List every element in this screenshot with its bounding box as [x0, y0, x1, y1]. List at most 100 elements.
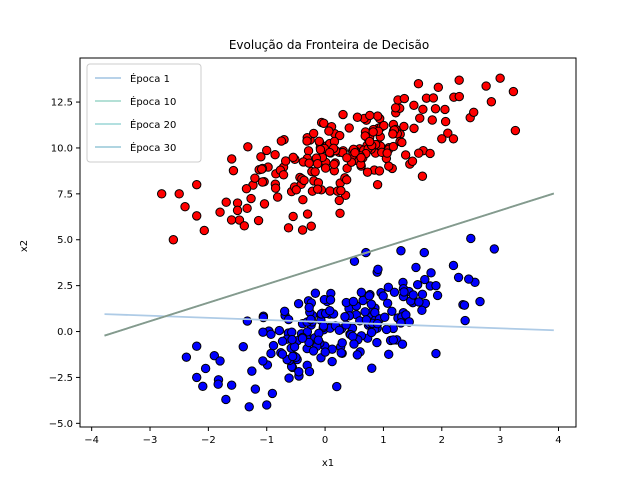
data-point — [215, 356, 225, 366]
data-point — [272, 192, 283, 202]
y-tick-label: 5.0 — [57, 235, 73, 246]
data-point — [425, 148, 435, 159]
data-point — [291, 185, 301, 195]
data-point — [510, 125, 521, 136]
data-point — [276, 136, 287, 146]
data-point — [448, 260, 459, 271]
y-tick-label: 7.5 — [57, 189, 73, 200]
data-point — [349, 339, 359, 349]
legend-label: Época 1 — [130, 72, 170, 85]
data-point — [372, 111, 383, 121]
data-point — [200, 363, 211, 374]
data-point — [352, 350, 363, 360]
data-point — [348, 296, 359, 307]
data-point — [380, 312, 390, 322]
data-point — [426, 268, 436, 278]
data-point — [226, 380, 237, 390]
data-point — [420, 274, 430, 285]
data-point — [427, 115, 437, 125]
data-point — [250, 173, 260, 183]
data-point — [481, 81, 491, 91]
data-point — [335, 208, 345, 218]
data-point — [389, 287, 400, 297]
data-point — [324, 147, 335, 158]
data-point — [383, 282, 394, 292]
data-point — [412, 279, 423, 290]
data-point — [475, 296, 485, 307]
data-point — [246, 193, 256, 204]
data-point — [288, 152, 298, 163]
data-point — [430, 104, 441, 114]
data-point — [221, 197, 231, 207]
data-point — [293, 298, 304, 309]
data-point — [417, 305, 427, 316]
data-point — [431, 348, 441, 359]
data-point — [277, 349, 288, 359]
data-point — [215, 207, 225, 217]
data-point — [209, 350, 220, 361]
data-point — [267, 388, 278, 399]
data-point — [294, 367, 304, 377]
data-point — [306, 221, 316, 231]
data-point — [288, 211, 298, 222]
data-point — [372, 337, 382, 348]
data-point — [297, 333, 308, 344]
data-point — [266, 329, 276, 340]
data-point — [486, 97, 497, 107]
data-point — [174, 189, 184, 199]
data-point — [243, 142, 253, 152]
boundary-line-epoch-4 — [104, 192, 555, 337]
chart-title: Evolução da Fronteira de Decisão — [229, 38, 429, 52]
data-point — [334, 195, 344, 206]
data-point — [388, 129, 398, 139]
data-point — [310, 167, 320, 177]
data-point — [372, 179, 383, 190]
data-point — [344, 123, 354, 133]
data-point — [399, 121, 409, 132]
data-point — [399, 287, 409, 297]
data-point — [428, 93, 439, 103]
data-point — [319, 118, 329, 129]
data-point — [381, 324, 392, 335]
data-point — [374, 166, 385, 176]
data-point — [433, 82, 444, 93]
data-point — [192, 179, 202, 190]
data-point — [400, 150, 411, 160]
data-point — [508, 86, 519, 97]
x-tick-label: 2 — [439, 435, 445, 446]
data-point — [156, 189, 167, 199]
data-point — [384, 349, 394, 360]
data-point — [356, 153, 366, 163]
data-point — [404, 317, 414, 327]
data-point — [242, 316, 253, 326]
data-point — [320, 347, 330, 357]
x-tick-label: 1 — [380, 435, 386, 446]
data-point — [279, 306, 290, 317]
data-point — [315, 144, 326, 155]
data-point — [364, 136, 375, 147]
data-point — [221, 394, 231, 405]
data-point — [226, 215, 237, 225]
data-point — [304, 366, 315, 377]
data-point — [443, 128, 453, 138]
data-point — [227, 154, 237, 164]
data-point — [390, 103, 401, 113]
data-point — [415, 113, 425, 123]
data-point — [324, 126, 334, 136]
data-point — [418, 104, 428, 115]
boundary-line-epoch-1 — [104, 313, 554, 332]
data-point — [310, 288, 321, 298]
y-tick-label: −2.5 — [49, 373, 73, 384]
series-blue — [181, 233, 500, 412]
data-point — [365, 110, 375, 121]
data-point — [262, 400, 272, 410]
data-point — [454, 91, 464, 102]
axes: −4 −3 −2 −1 0 1 2 3 4 −5.0 −2.5 0.0 2.5 5.0 7.5 10.0 12.… — [49, 57, 577, 446]
data-point — [278, 170, 289, 180]
data-point — [270, 183, 281, 193]
data-point — [192, 372, 202, 383]
data-point — [396, 318, 406, 328]
y-tick-label: 0.0 — [57, 327, 73, 338]
legend-label: Época 30 — [130, 141, 176, 154]
data-point — [274, 325, 285, 336]
